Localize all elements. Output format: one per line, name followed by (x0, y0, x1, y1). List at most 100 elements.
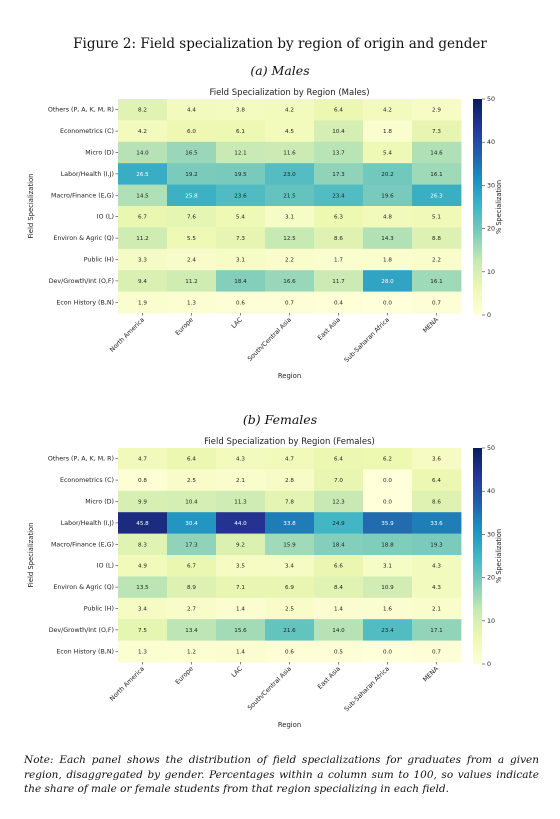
cell-value-label: 8.9 (187, 585, 196, 591)
heatmap-cell (118, 270, 168, 292)
cell-value-label: 3.1 (383, 564, 392, 570)
cell-value-label: 4.3 (236, 457, 245, 463)
heatmap-cell (412, 184, 462, 207)
heatmap-cell (363, 512, 413, 534)
x-tick-label: Sub-Saharan Africa (343, 665, 391, 713)
heatmap-cell (363, 227, 413, 250)
x-tick-label: South/Central Asia (247, 665, 293, 711)
heatmap-cell (167, 619, 217, 641)
cell-value-label: 4.7 (285, 457, 294, 463)
heatmap-cell (363, 448, 413, 470)
heatmap-cell (118, 141, 168, 164)
cell-value-label: 30.4 (185, 521, 198, 527)
x-tick-label: LAC (230, 665, 244, 679)
cell-value-label: 10.9 (381, 585, 394, 591)
heatmap-cell (314, 291, 364, 314)
panel-label-males: (a) Males (250, 63, 310, 78)
cell-value-label: 21.5 (283, 193, 296, 199)
heatmap-cell (265, 141, 315, 164)
heatmap-cell (265, 469, 315, 492)
heatmap-cell (216, 184, 266, 207)
cell-value-label: 8.4 (334, 585, 343, 591)
cell-value-label: 2.7 (187, 607, 196, 613)
heatmap-cell (118, 533, 168, 556)
cell-value-label: 4.8 (383, 215, 392, 221)
x-tick-label: LAC (230, 316, 244, 330)
cell-value-label: 12.5 (283, 236, 296, 242)
heatmap-cell (412, 490, 462, 513)
heatmap-cell (216, 270, 266, 292)
cell-value-label: 4.9 (138, 564, 147, 570)
heatmap-cell (167, 270, 217, 292)
heatmap-cell (314, 163, 364, 185)
cell-value-label: 3.3 (138, 258, 147, 264)
heatmap-cell (363, 597, 413, 620)
heatmap-cell (314, 99, 364, 121)
y-tick-label: Dev/Growth/Int (O,F) (49, 278, 114, 285)
cell-value-label: 2.1 (432, 607, 441, 613)
y-tick-label: Econ History (B,N) (56, 648, 114, 655)
cell-value-label: 4.3 (432, 564, 441, 570)
heatmap-cell (363, 163, 413, 185)
cell-value-label: 23.6 (234, 193, 247, 199)
heatmap-cell (216, 99, 266, 121)
cell-value-label: 8.3 (138, 542, 147, 548)
heatmap-cell (412, 512, 462, 534)
heatmap-cell (118, 469, 168, 492)
cell-value-label: 4.3 (432, 585, 441, 591)
cell-value-label: 6.4 (334, 108, 343, 114)
x-axis-label-females: Region (278, 721, 301, 729)
cell-value-label: 1.4 (236, 649, 245, 655)
cell-value-label: 9.2 (236, 542, 245, 548)
cell-value-label: 24.9 (332, 521, 345, 527)
heatmap-cell (265, 206, 315, 228)
cell-value-label: 3.6 (432, 457, 441, 463)
heatmap-cell (314, 619, 364, 641)
cell-value-label: 6.2 (383, 457, 392, 463)
cell-value-label: 23.4 (332, 193, 345, 199)
heatmap-cell (167, 597, 217, 620)
cell-value-label: 3.5 (236, 564, 245, 570)
cell-value-label: 4.5 (285, 129, 294, 135)
heatmap-cell (314, 533, 364, 556)
cell-value-label: 12.1 (234, 151, 247, 157)
cell-value-label: 1.7 (334, 258, 343, 264)
cell-value-label: 0.6 (236, 300, 245, 306)
heatmap-cell (412, 248, 462, 271)
cell-value-label: 17.1 (430, 628, 443, 634)
cell-value-label: 14.0 (136, 151, 149, 157)
cell-value-label: 5.4 (383, 151, 392, 157)
cell-value-label: 6.4 (334, 457, 343, 463)
heatmap-cell (216, 469, 266, 492)
cell-value-label: 25.8 (185, 193, 198, 199)
heatmap-cell (167, 533, 217, 556)
heatmap-cell (265, 619, 315, 641)
heatmap-cell (167, 448, 217, 470)
cell-value-label: 7.0 (334, 478, 343, 484)
cell-value-label: 6.4 (187, 457, 196, 463)
heatmap-cell (412, 533, 462, 556)
cell-value-label: 18.4 (234, 279, 247, 285)
cell-value-label: 1.9 (138, 300, 147, 306)
heatmap-cell (412, 597, 462, 620)
heatmap-cell (167, 184, 217, 207)
cell-value-label: 2.1 (236, 478, 245, 484)
x-tick-label: MENA (422, 665, 440, 683)
cell-value-label: 6.4 (432, 478, 441, 484)
heatmap-cell (118, 248, 168, 271)
cell-value-label: 6.0 (187, 129, 196, 135)
cell-value-label: 45.8 (136, 521, 149, 527)
cell-value-label: 7.1 (236, 585, 245, 591)
heatmap-cell (167, 227, 217, 250)
heatmap-cell (265, 248, 315, 271)
x-tick-label: Europe (174, 665, 195, 686)
heatmap-cell (118, 640, 168, 663)
heatmap-cell (412, 99, 462, 121)
chart-title-females: Field Specialization by Region (Females) (204, 437, 375, 447)
heatmap-cell (314, 640, 364, 663)
heatmap-cell (363, 184, 413, 207)
heatmap-cell (314, 576, 364, 599)
cell-value-label: 14.3 (381, 236, 394, 242)
cell-value-label: 0.0 (383, 478, 392, 484)
